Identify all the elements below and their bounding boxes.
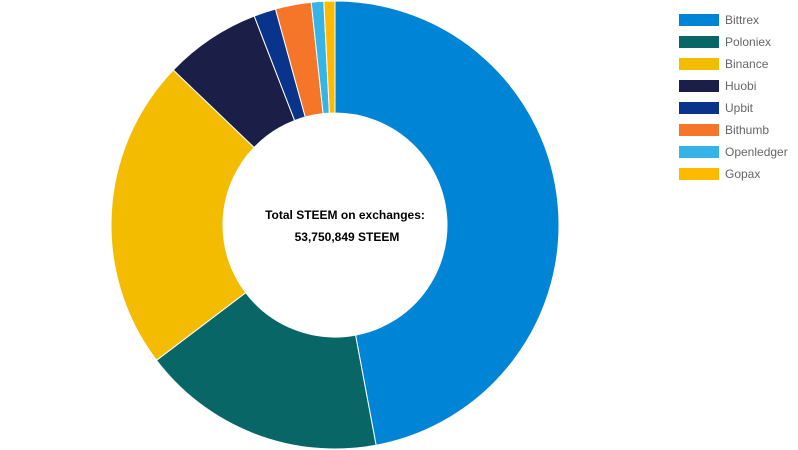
legend-label: Bithumb bbox=[725, 123, 770, 137]
legend-item-openledger[interactable]: Openledger bbox=[679, 141, 788, 163]
legend-item-poloniex[interactable]: Poloniex bbox=[679, 31, 788, 53]
legend-swatch bbox=[679, 124, 719, 136]
legend-item-upbit[interactable]: Upbit bbox=[679, 97, 788, 119]
legend-swatch bbox=[679, 80, 719, 92]
slice-gopax[interactable] bbox=[323, 0, 336, 114]
legend-label: Gopax bbox=[725, 167, 761, 181]
legend-item-binance[interactable]: Binance bbox=[679, 53, 788, 75]
legend-item-huobi[interactable]: Huobi bbox=[679, 75, 788, 97]
center-text-title: Total STEEM on exchanges: bbox=[265, 208, 425, 222]
legend-label: Openledger bbox=[725, 145, 788, 159]
legend-swatch bbox=[679, 168, 719, 180]
legend-label: Huobi bbox=[725, 79, 757, 93]
legend-item-bittrex[interactable]: Bittrex bbox=[679, 9, 788, 31]
legend-item-bithumb[interactable]: Bithumb bbox=[679, 119, 788, 141]
doughnut-slices bbox=[110, 0, 560, 450]
slice-poloniex[interactable] bbox=[155, 291, 377, 450]
legend-label: Upbit bbox=[725, 101, 754, 115]
legend-label: Binance bbox=[725, 57, 769, 71]
chart-legend: Bittrex Poloniex Binance Huobi Upbit Bithumb O… bbox=[679, 9, 788, 185]
legend-swatch bbox=[679, 14, 719, 26]
legend-label: Bittrex bbox=[725, 13, 760, 27]
legend-swatch bbox=[679, 102, 719, 114]
legend-swatch bbox=[679, 146, 719, 158]
legend-swatch bbox=[679, 58, 719, 70]
legend-label: Poloniex bbox=[725, 35, 772, 49]
legend-swatch bbox=[679, 36, 719, 48]
slice-bittrex[interactable] bbox=[334, 0, 560, 446]
legend-item-gopax[interactable]: Gopax bbox=[679, 163, 788, 185]
center-text-total: 53,750,849 STEEM bbox=[295, 230, 400, 244]
slice-binance[interactable] bbox=[110, 69, 255, 362]
